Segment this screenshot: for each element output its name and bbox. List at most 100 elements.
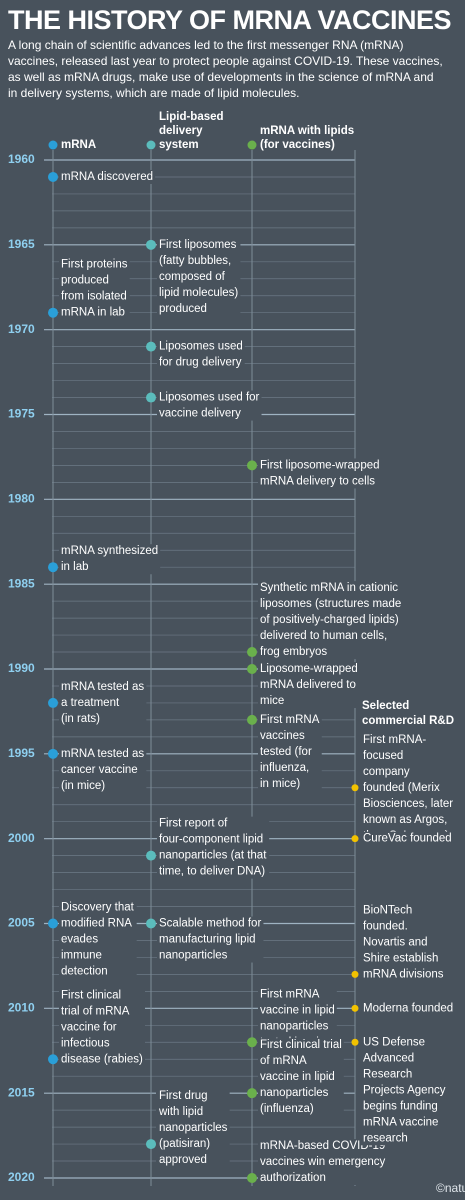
text-backdrop <box>157 390 262 421</box>
event: Liposomes used for drug delivery <box>157 339 245 370</box>
column-header: delivery <box>159 125 203 137</box>
text-backdrop <box>258 581 404 660</box>
event-text: manufacturing lipid <box>159 934 256 946</box>
text-backdrop <box>59 900 137 979</box>
text-backdrop <box>361 1001 456 1016</box>
event-text: produced <box>61 275 109 287</box>
event-text: mRNA tested as <box>61 681 144 693</box>
year-label: 1970 <box>8 322 35 336</box>
column-header: system <box>159 139 199 151</box>
column-header: (for vaccines) <box>260 139 335 151</box>
event-text: (in rats) <box>61 713 100 725</box>
title: THE HISTORY OF MRNA VACCINES <box>8 5 451 35</box>
event: US Defense Advanced Research Projects Agenc… <box>361 1035 448 1146</box>
event-text: with lipid <box>158 1106 203 1118</box>
event-text: a treatment <box>61 697 120 709</box>
event-text: for drug delivery <box>159 357 242 369</box>
event-text: of mRNA <box>260 1055 307 1067</box>
event-text: known as Argos, <box>363 814 447 826</box>
credit: ©nature <box>436 1181 465 1195</box>
event: First proteins produced from isolated mRNA … <box>59 257 130 320</box>
event: Discovery that modified RNA evades immune de… <box>59 900 137 979</box>
year-label: 1965 <box>8 237 35 251</box>
event-text: Biosciences, later <box>363 798 453 810</box>
event-text: First proteins <box>61 259 128 271</box>
event: mRNA tested as a treatment (in rats) <box>59 679 147 726</box>
event-text: vaccine for <box>61 1021 117 1033</box>
text-backdrop <box>361 732 456 843</box>
legend-dot <box>146 140 156 150</box>
event-text: First drug <box>159 1090 208 1102</box>
event-text: founded. <box>363 920 408 932</box>
event: First liposome-wrapped mRNA delivery to c… <box>258 458 382 489</box>
text-backdrop <box>157 916 264 963</box>
intro-line: as well as mRNA drugs, make use of devel… <box>8 70 434 84</box>
event-dot <box>48 918 58 929</box>
event-text: First mRNA- <box>363 734 426 746</box>
text-backdrop <box>157 339 245 370</box>
intro-line: in delivery systems, which are made of l… <box>8 86 299 100</box>
event-dot <box>351 784 359 792</box>
event-text: (influenza) <box>260 1103 314 1115</box>
event: Liposome-wrapped mRNA delivered to mice <box>258 662 360 709</box>
event-text: (patisiran) <box>159 1138 210 1150</box>
event-text: nanoparticles <box>260 1020 329 1032</box>
event-dot <box>247 1088 257 1099</box>
event: First clinical trial of mRNA vaccine in li… <box>258 1038 344 1117</box>
event: First clinical trial of mRNA vaccine for in… <box>59 988 145 1067</box>
event-text: produced <box>159 303 207 315</box>
event-text: mRNA in lab <box>61 307 125 319</box>
event-text: Scalable method for <box>159 918 261 930</box>
event-text: modified RNA <box>61 918 132 930</box>
event: mRNA tested as cancer vaccine (in mice) <box>59 746 147 793</box>
event-dot <box>146 1139 156 1150</box>
event-dot <box>351 835 359 843</box>
event-text: begins funding <box>363 1100 438 1112</box>
text-backdrop <box>258 712 322 791</box>
legend-dot <box>247 140 257 150</box>
event-text: in lab <box>61 561 89 573</box>
event-text: CureVac founded <box>363 833 452 845</box>
event-text: focused <box>363 750 403 762</box>
event-text: First mRNA <box>260 714 320 726</box>
event: First mRNA-focused company founded (Merix B… <box>361 732 456 843</box>
event-text: mRNA synthesized <box>61 545 158 557</box>
event: Synthetic mRNA in cationic liposomes (str… <box>258 581 404 660</box>
event-dot <box>146 341 156 352</box>
event-text: vaccines win emergency <box>260 1156 386 1168</box>
text-backdrop <box>59 746 147 793</box>
intro-line: vaccines, released last year to protect … <box>8 54 443 68</box>
event-dot <box>247 1173 257 1183</box>
event-text: Advanced <box>363 1052 414 1064</box>
event-dot <box>146 239 156 250</box>
column-header: mRNA <box>61 139 96 151</box>
text-backdrop <box>59 679 147 726</box>
text-backdrop <box>361 831 454 846</box>
event-text: mRNA delivery to cells <box>260 475 375 487</box>
event-text: mRNA tested as <box>61 748 144 760</box>
event-text: delivered to human cells, <box>260 630 387 642</box>
text-backdrop <box>361 1035 448 1146</box>
text-backdrop <box>59 988 145 1067</box>
column-header: Lipid-based <box>159 111 224 123</box>
event-dot <box>48 697 58 708</box>
year-label: 2010 <box>8 1001 35 1015</box>
event-text: lipid molecules) <box>159 287 238 299</box>
event-text: tested (for <box>260 746 312 758</box>
event-text: mRNA divisions <box>363 968 444 980</box>
year-label: 1995 <box>8 746 35 760</box>
year-label: 2005 <box>8 916 35 930</box>
text-backdrop <box>59 257 130 320</box>
event-text: infectious <box>61 1037 110 1049</box>
event-text: liposomes (structures made <box>260 598 401 610</box>
column-header: commercial R&D <box>362 715 454 727</box>
event-text: cancer vaccine <box>61 764 138 776</box>
text-backdrop <box>258 1139 388 1186</box>
event-text: in mice) <box>260 778 300 790</box>
event-text: Shire establish <box>363 952 438 964</box>
event-text: Liposomes used for <box>159 392 260 404</box>
event-text: (fatty bubbles, <box>159 255 231 267</box>
event-text: trial of mRNA <box>61 1005 130 1017</box>
event-text: vaccines <box>260 730 305 742</box>
year-label: 1975 <box>8 407 35 421</box>
